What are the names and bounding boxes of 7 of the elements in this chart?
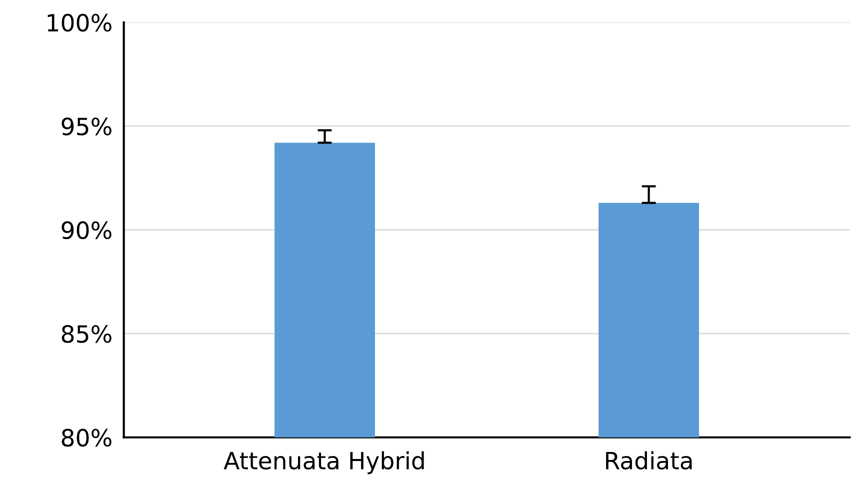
x-tick-label: Attenuata Hybrid	[224, 451, 424, 474]
x-tick-label: Radiata	[606, 451, 692, 470]
y-tick-label: 85%	[62, 325, 112, 343]
y-tick-label: 100%	[48, 14, 112, 32]
y-tick-label: 80%	[62, 428, 112, 447]
y-tick-label: 90%	[62, 221, 112, 240]
y-tick-label: 95%	[62, 118, 112, 136]
